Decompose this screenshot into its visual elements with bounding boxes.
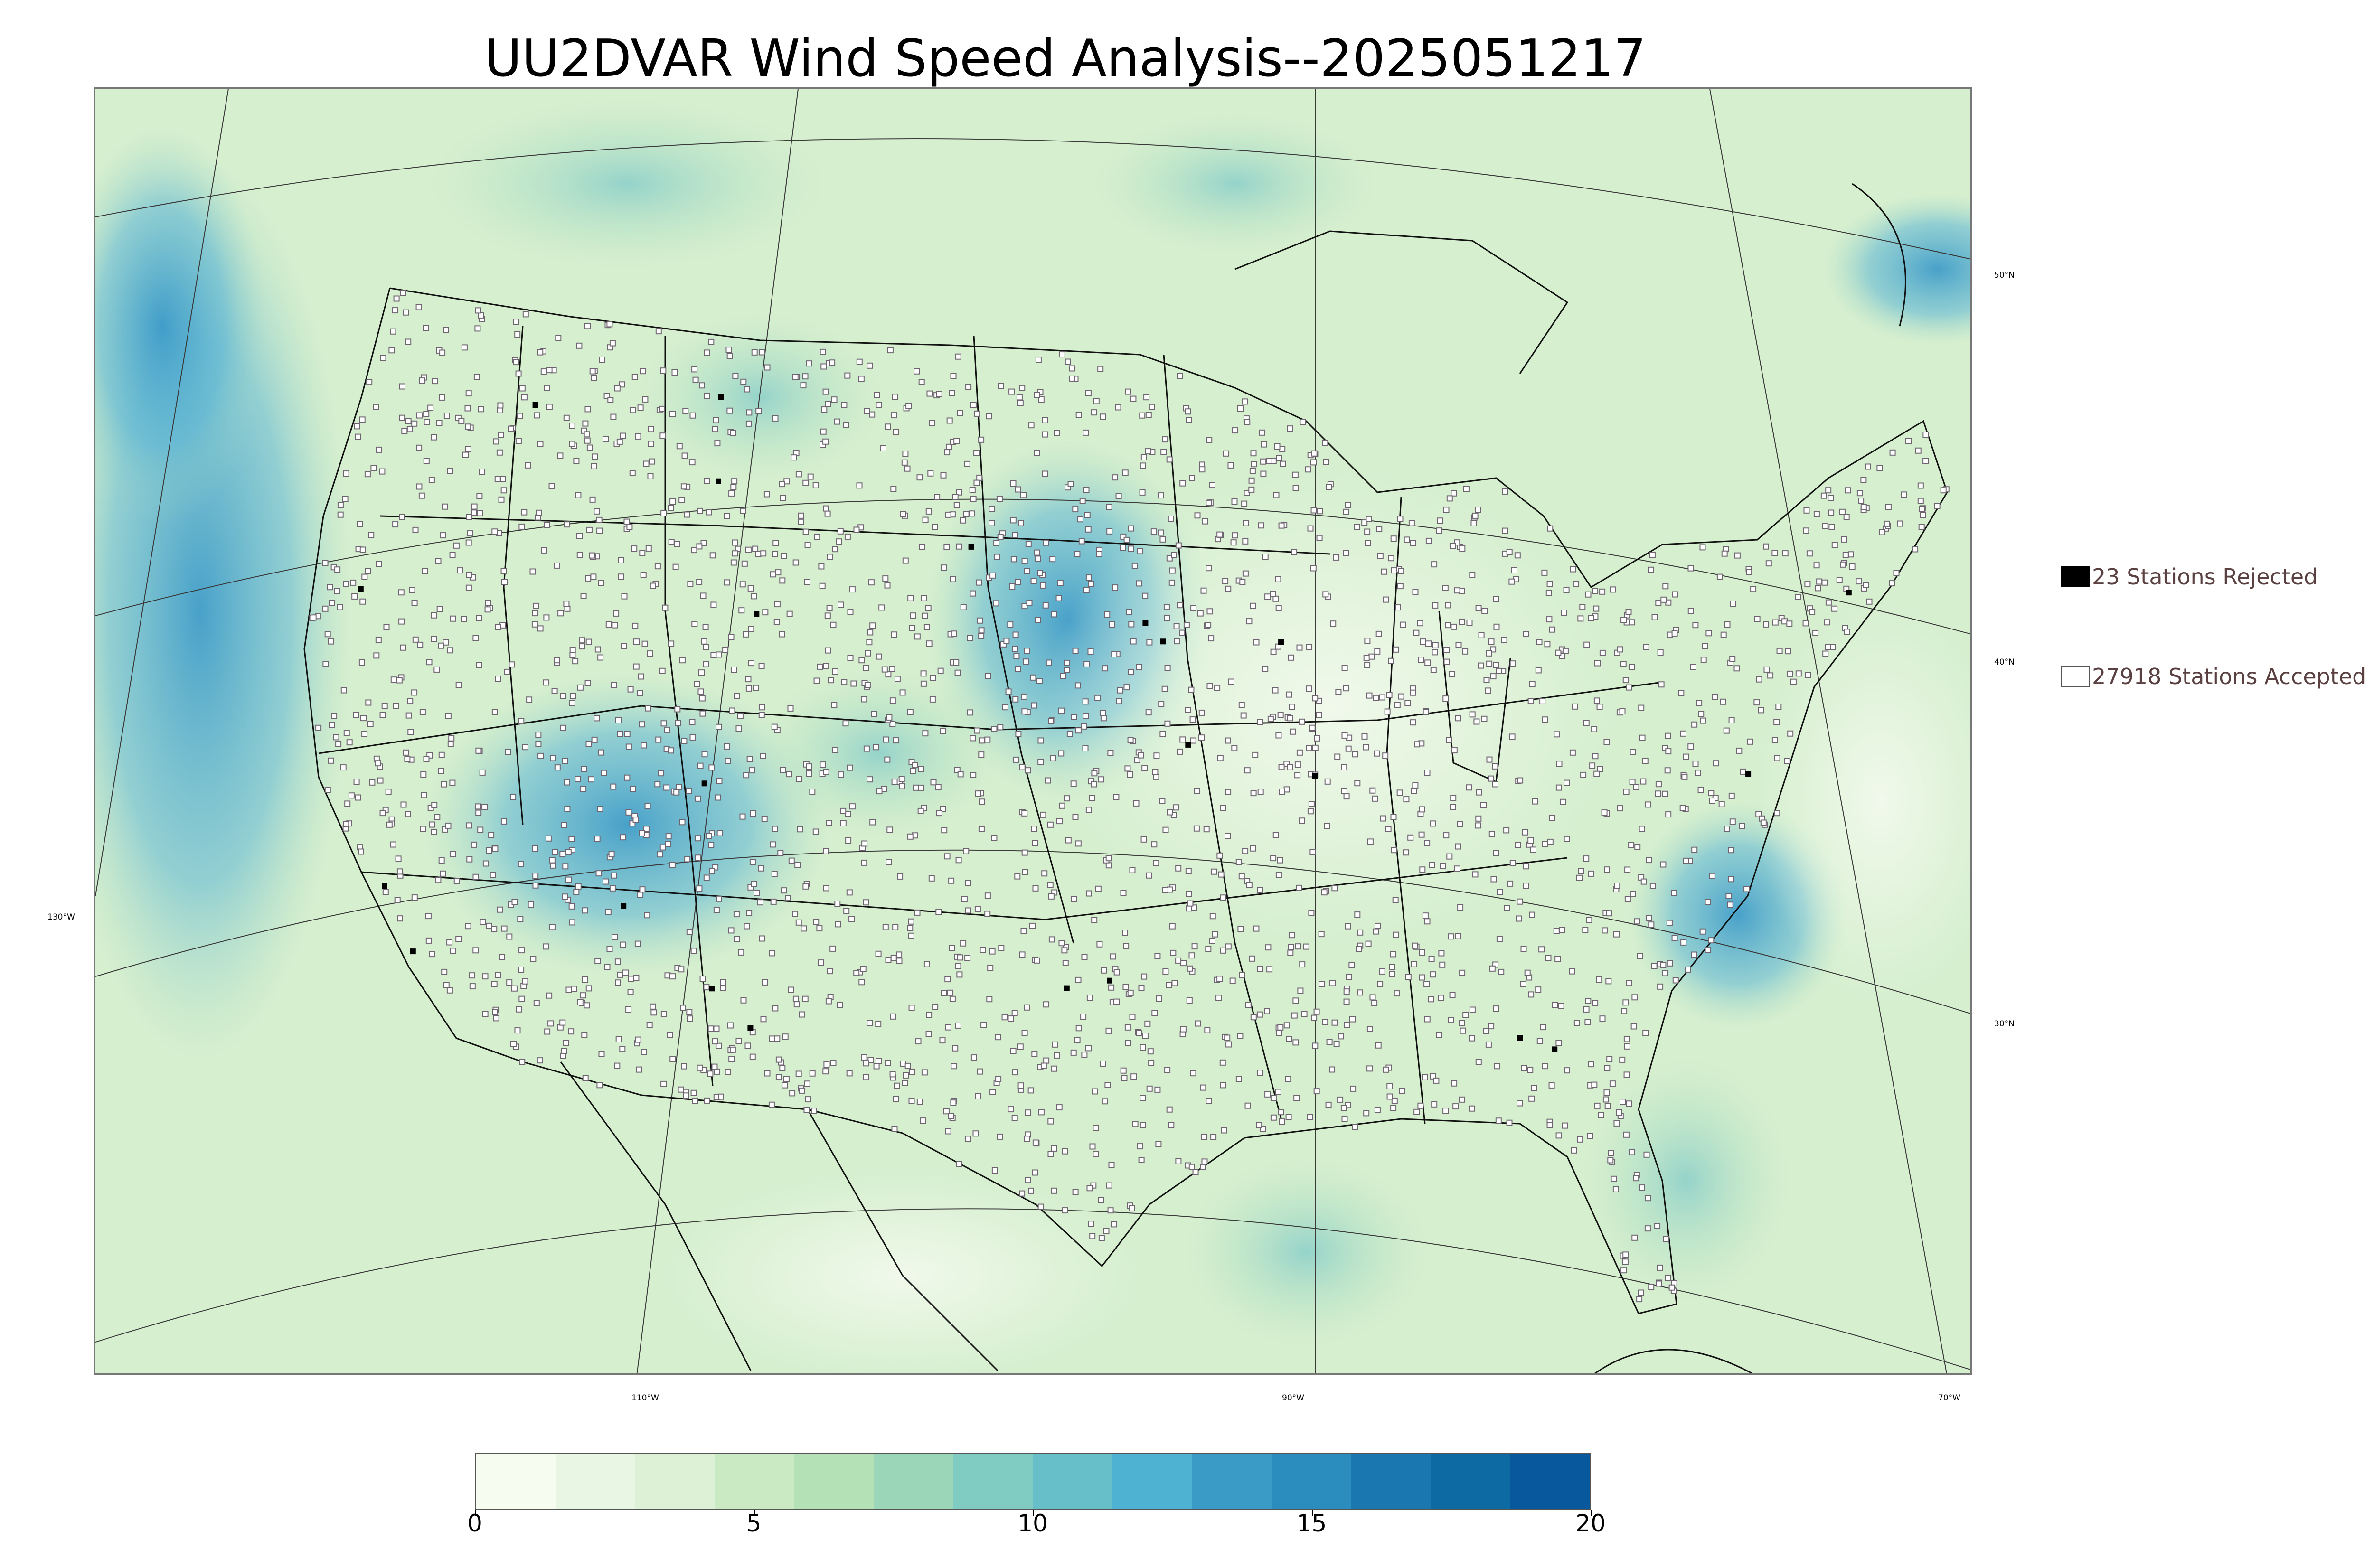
graticule-lines [95, 89, 1970, 1373]
lat-label-30n: 30°N [1994, 1019, 2015, 1029]
colorbar-tick [1033, 1510, 1034, 1516]
colorbar-segment [873, 1454, 953, 1509]
lat-label-40n: 40°N [1994, 657, 2015, 667]
colorbar-segment [1430, 1454, 1510, 1509]
legend-rejected-label: 23 Stations Rejected [2092, 564, 2318, 590]
rejected-swatch [2061, 566, 2090, 587]
accepted-station-markers [309, 290, 1950, 1303]
colorbar-segment [1033, 1454, 1112, 1509]
map-title: UU2DVAR Wind Speed Analysis--2025051217 [484, 29, 1646, 88]
coastlines-and-borders [303, 183, 1948, 1373]
colorbar-segment [953, 1454, 1033, 1509]
colorbar-tick [1311, 1510, 1313, 1516]
colorbar-segment [714, 1454, 794, 1509]
wind-speed-shading [95, 98, 1970, 1373]
legend-accepted: 27918 Stations Accepted [2061, 664, 2366, 689]
colorbar-segment [1351, 1454, 1431, 1509]
colorbar [475, 1453, 1591, 1510]
accepted-swatch [2061, 666, 2090, 687]
colorbar-tick [754, 1510, 755, 1516]
colorbar-tick-label: 20 [1575, 1510, 1606, 1537]
colorbar-segment [1271, 1454, 1351, 1509]
colorbar-tick [1591, 1510, 1592, 1516]
rejected-station-markers [358, 394, 1852, 1052]
map-panel[interactable] [94, 87, 1972, 1375]
wind-speed-map [95, 89, 1970, 1373]
legend-rejected: 23 Stations Rejected [2061, 564, 2317, 590]
legend-accepted-label: 27918 Stations Accepted [2092, 664, 2366, 689]
lon-label-90w: 90°W [1282, 1393, 1304, 1403]
colorbar-tick [475, 1510, 476, 1516]
colorbar-segment [555, 1454, 635, 1509]
colorbar-tick-label: 15 [1296, 1510, 1327, 1537]
colorbar-segment [1112, 1454, 1192, 1509]
lat-label-50n: 50°N [1994, 271, 2015, 280]
colorbar-tick-label: 10 [1017, 1510, 1048, 1537]
colorbar-tick-label: 5 [746, 1510, 762, 1537]
colorbar-segment [794, 1454, 874, 1509]
colorbar-segment [1510, 1454, 1590, 1509]
colorbar-segment [476, 1454, 556, 1509]
colorbar-segment [1192, 1454, 1272, 1509]
lon-label-110w: 110°W [631, 1393, 659, 1403]
lon-label-130w: 130°W [47, 912, 75, 922]
lon-label-70w: 70°W [1938, 1393, 1960, 1403]
colorbar-tick-label: 0 [467, 1510, 482, 1537]
colorbar-segment [635, 1454, 715, 1509]
